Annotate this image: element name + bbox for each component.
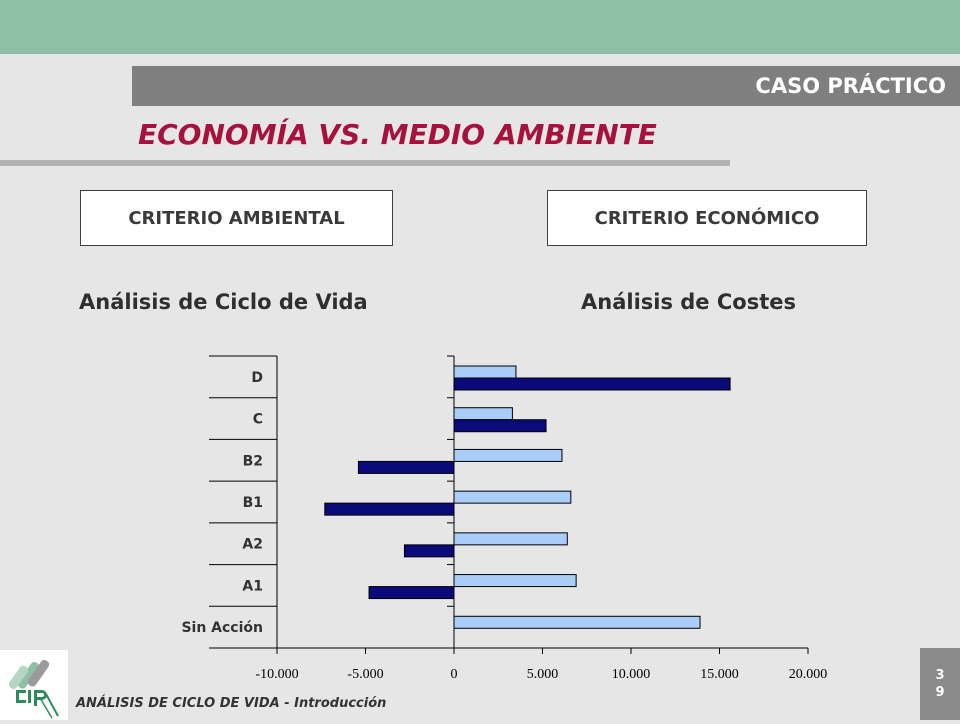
bar-dark-a1 <box>368 586 455 600</box>
criterio-economico-label: CRITERIO ECONÓMICO <box>594 207 820 229</box>
category-label: A1 <box>242 578 263 594</box>
bar-light-c <box>453 407 513 421</box>
bar-light-b2 <box>453 448 563 462</box>
criterio-economico-box: CRITERIO ECONÓMICO <box>547 190 867 246</box>
page-title: ECONOMÍA VS. MEDIO AMBIENTE <box>138 118 657 151</box>
title-divider <box>0 160 730 166</box>
chart-axes <box>209 355 809 654</box>
x-tick-label: 15.000 <box>700 667 739 682</box>
category-label: Sin Acción <box>181 620 263 636</box>
section-label: CASO PRÁCTICO <box>755 74 946 98</box>
bar-dark-c <box>453 419 547 433</box>
x-tick-label: 20.000 <box>789 667 828 682</box>
criterio-ambiental-box: CRITERIO AMBIENTAL <box>80 190 393 246</box>
x-tick-label: 5.000 <box>527 667 559 682</box>
x-tick-label: -5.000 <box>347 667 383 682</box>
x-tick-label: 10.000 <box>612 667 651 682</box>
category-label: C <box>253 412 263 428</box>
logo-box <box>0 650 68 720</box>
page-number: 3 9 <box>920 648 960 720</box>
x-tick-label: -10.000 <box>255 667 298 682</box>
category-label: D <box>251 370 263 386</box>
cip-logo-icon <box>8 659 59 719</box>
chart-bars <box>324 365 731 629</box>
page-digit-2: 9 <box>935 685 945 700</box>
bar-light-b1 <box>453 490 572 504</box>
bar-dark-a2 <box>403 544 455 558</box>
chart-labels: -10.000 -5.000 0 5.000 10.000 15.000 20.000 D C B… <box>181 370 827 682</box>
section-bar: CASO PRÁCTICO <box>132 66 960 106</box>
lca-subtitle: Análisis de Ciclo de Vida <box>79 290 368 314</box>
bar-light-a2 <box>453 532 568 546</box>
bar-dark-d <box>453 377 731 391</box>
cost-subtitle: Análisis de Costes <box>581 290 796 314</box>
category-label: B2 <box>243 453 263 469</box>
x-tick-label: 0 <box>451 667 458 682</box>
bar-light-a1 <box>453 574 577 588</box>
bar-dark-b1 <box>324 502 455 516</box>
bar-dark-b2 <box>357 460 455 474</box>
category-label: B1 <box>243 495 263 511</box>
category-label: A2 <box>242 537 263 553</box>
bar-light-sin-acción <box>453 615 701 629</box>
bar-light-d <box>453 365 517 379</box>
criterio-ambiental-label: CRITERIO AMBIENTAL <box>128 207 345 229</box>
footer-text: ANÁLISIS DE CICLO DE VIDA - Introducción <box>76 696 387 711</box>
top-band <box>0 0 960 54</box>
page-digit-1: 3 <box>935 668 945 683</box>
